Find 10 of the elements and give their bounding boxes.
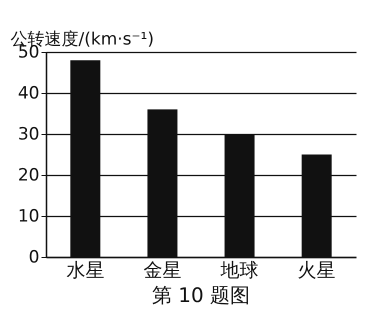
x-tick-label: 水星: [66, 260, 104, 282]
y-tick-label: 20: [18, 166, 40, 186]
x-tick-label: 地球: [220, 260, 259, 282]
y-tick-label: 30: [18, 124, 40, 144]
x-tick-label: 金星: [143, 260, 182, 282]
y-tick-label: 0: [28, 248, 40, 268]
x-tick-label: 火星: [298, 260, 336, 282]
y-tick-label: 10: [18, 206, 40, 226]
y-tick-label: 40: [18, 84, 40, 104]
text: 第 10 题图: [152, 283, 250, 307]
